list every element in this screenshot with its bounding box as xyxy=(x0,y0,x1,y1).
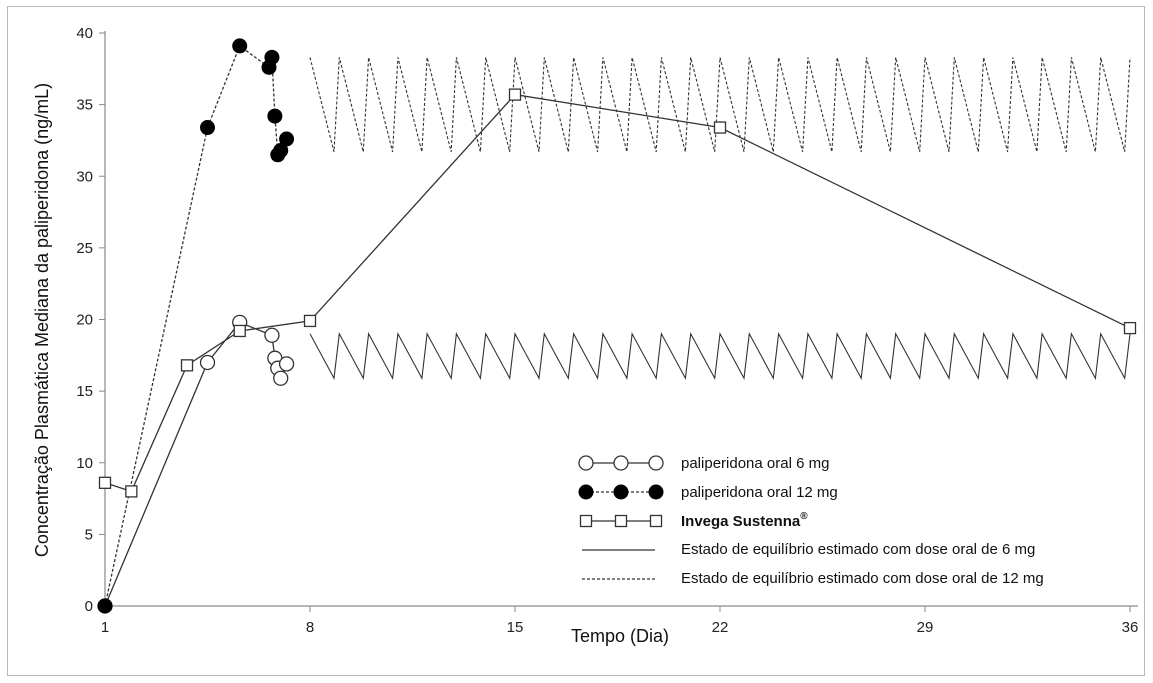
data-point-filled-circle xyxy=(97,598,113,614)
data-point-open-circle xyxy=(273,370,289,386)
data-point-open-square xyxy=(303,314,317,328)
x-tick-label: 1 xyxy=(101,619,109,636)
legend-label-oral-12mg: paliperidona oral 12 mg xyxy=(681,484,838,501)
x-tick-label: 8 xyxy=(306,619,314,636)
y-tick-label: 30 xyxy=(76,168,93,185)
legend-item-steady-6mg: Estado de equilíbrio estimado com dose o… xyxy=(582,541,1035,558)
data-point-open-square xyxy=(125,485,138,498)
y-tick-label: 20 xyxy=(76,312,93,329)
data-point-filled-circle xyxy=(279,131,295,147)
legend-marker-sample xyxy=(579,514,593,528)
data-point-open-square xyxy=(233,324,246,338)
legend-marker-sample xyxy=(649,514,663,528)
data-point-open-square xyxy=(98,476,112,489)
x-tick-label: 22 xyxy=(712,619,729,636)
x-tick-label: 29 xyxy=(917,619,934,636)
x-tick-label: 36 xyxy=(1122,619,1139,636)
data-point-filled-circle xyxy=(267,108,283,124)
legend-sample-oral-6mg xyxy=(578,455,664,471)
legend-marker-sample xyxy=(613,484,629,500)
legend-item-invega-sustenna: Invega Sustenna® xyxy=(579,511,808,530)
series-line-steady-3 xyxy=(309,332,1131,380)
legend-label-oral-6mg: paliperidona oral 6 mg xyxy=(681,455,829,472)
plot-area xyxy=(97,38,1137,614)
y-tick-label: 25 xyxy=(76,240,93,257)
data-point-open-circle xyxy=(278,356,295,372)
data-point-filled-circle xyxy=(200,120,215,136)
legend-label-steady-6mg: Estado de equilíbrio estimado com dose o… xyxy=(681,541,1035,558)
y-tick-label: 15 xyxy=(76,383,93,400)
data-point-open-square xyxy=(1123,321,1137,335)
y-tick-label: 5 xyxy=(85,526,93,543)
y-tick-label: 10 xyxy=(76,455,93,472)
data-point-filled-circle xyxy=(232,38,248,54)
data-point-open-square xyxy=(713,121,727,134)
legend-label-invega-sustenna: Invega Sustenna® xyxy=(681,511,808,530)
x-tick-label: 15 xyxy=(507,619,524,636)
y-tick-label: 35 xyxy=(76,97,93,114)
chart-frame xyxy=(7,6,1145,676)
series-line-steady-4 xyxy=(309,57,1131,153)
series-line-0 xyxy=(104,321,288,607)
legend-marker-sample xyxy=(614,514,628,528)
series-line-2 xyxy=(104,93,1131,493)
legend-marker-sample xyxy=(578,455,594,471)
x-axis-ticks: 1 8 15 22 29 36 xyxy=(101,606,1139,636)
data-point-open-circle xyxy=(264,327,280,343)
x-axis-title: Tempo (Dia) xyxy=(571,626,669,646)
legend-sample-oral-12mg xyxy=(578,484,664,500)
data-point-open-square xyxy=(508,88,522,101)
legend-marker-sample xyxy=(648,455,664,471)
legend-marker-sample xyxy=(578,484,594,500)
legend-marker-sample xyxy=(648,484,664,500)
legend: paliperidona oral 6 mg paliperidona oral… xyxy=(578,455,1044,587)
legend-marker-sample xyxy=(613,455,629,471)
data-point-open-circle xyxy=(199,354,216,371)
y-axis-ticks: 0 5 10 15 20 25 30 35 40 xyxy=(76,25,105,615)
data-point-open-square xyxy=(180,359,194,372)
legend-label-steady-12mg: Estado de equilíbrio estimado com dose o… xyxy=(681,570,1044,587)
axes xyxy=(104,31,1138,607)
y-tick-label: 0 xyxy=(85,598,93,615)
data-point-filled-circle xyxy=(264,49,280,65)
legend-sample-invega-sustenna xyxy=(579,514,663,528)
y-axis-title: Concentração Plasmática Mediana da palip… xyxy=(32,83,52,557)
legend-item-steady-12mg: Estado de equilíbrio estimado com dose o… xyxy=(582,570,1044,587)
legend-item-oral-6mg: paliperidona oral 6 mg xyxy=(578,455,829,472)
y-tick-label: 40 xyxy=(76,25,93,42)
series-line-1 xyxy=(104,44,288,607)
legend-item-oral-12mg: paliperidona oral 12 mg xyxy=(578,484,838,501)
